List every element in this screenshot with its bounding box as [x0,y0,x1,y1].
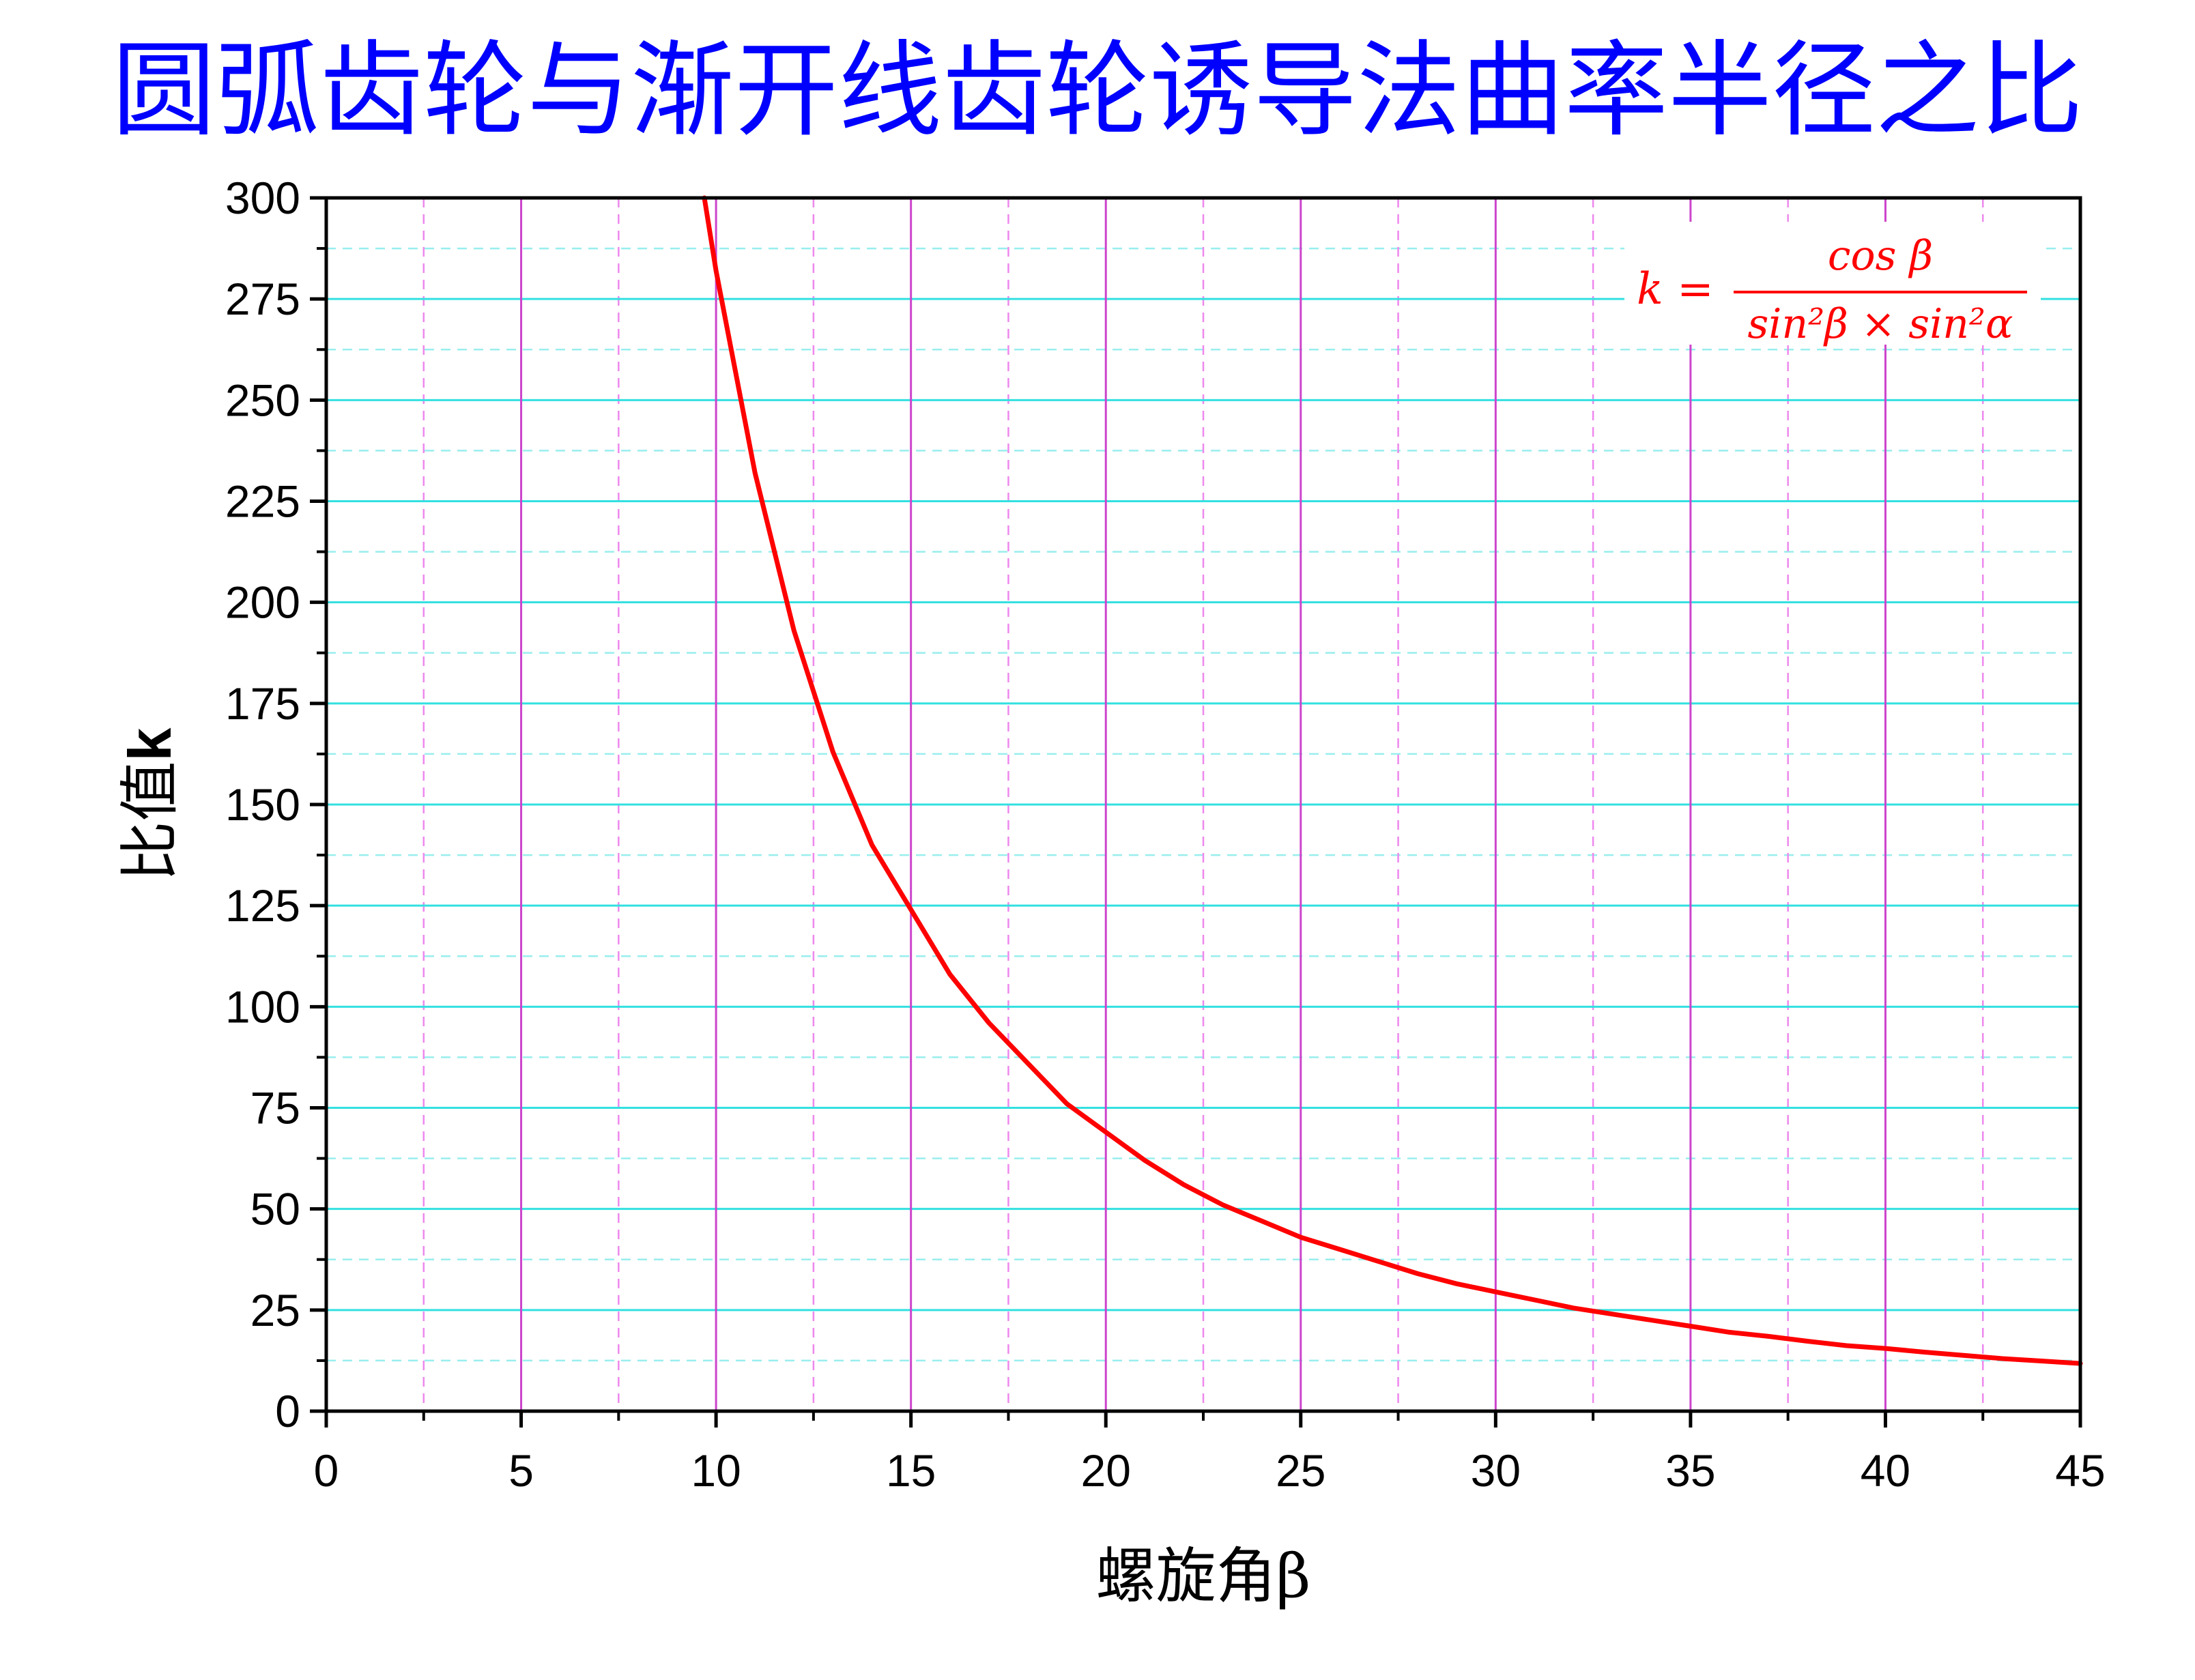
formula-denominator: sin²β × sin²α [1748,300,2013,348]
x-tick-label: 30 [1471,1445,1521,1496]
y-tick-label: 125 [225,880,300,931]
x-axis-label: 螺旋角β [1096,1541,1311,1611]
x-tick-label: 35 [1665,1445,1715,1496]
formula-numerator: cos β [1828,232,1933,280]
x-tick-label: 45 [2055,1445,2105,1496]
y-tick-label: 300 [225,173,300,223]
formula-annotation: k = cos β sin²β × sin²α [1624,222,2041,348]
x-tick-label: 25 [1276,1445,1325,1496]
y-tick-label: 100 [225,981,300,1032]
x-tick-label: 5 [508,1445,534,1496]
y-tick-label: 175 [225,678,300,729]
y-tick-label: 225 [225,476,300,527]
y-tick-label: 200 [225,577,300,628]
x-tick-label: 40 [1861,1445,1910,1496]
x-tick-label: 20 [1081,1445,1131,1496]
y-tick-label: 250 [225,375,300,425]
y-tick-label: 50 [250,1184,300,1234]
x-tick-label: 10 [691,1445,741,1496]
plot-frame [324,196,2082,1413]
x-tick-label: 15 [886,1445,936,1496]
formula-background [1624,222,2041,345]
grid [326,198,2080,1411]
y-axis-label: 比值k [115,727,185,881]
y-tick-label: 150 [225,779,300,830]
series [702,195,2083,1366]
y-tick-label: 275 [225,274,300,324]
y-tick-label: 75 [250,1083,300,1133]
x-tick-label: 0 [314,1445,339,1496]
y-tick-label: 0 [275,1386,300,1436]
chart-title: 圆弧齿轮与渐开线齿轮诱导法曲率半径之比 [112,30,2083,151]
k-ratio-curve [702,195,2083,1366]
y-tick-label: 25 [250,1285,300,1335]
y-axis-label-var: k [116,727,184,761]
formula-lhs: k = [1637,264,1714,315]
y-axis-label-prefix: 比值 [115,761,185,881]
axis-ticks: 0 5 10 15 20 25 30 35 40 45 0 25 50 75 100 125 150 175 200… [225,173,2106,1496]
